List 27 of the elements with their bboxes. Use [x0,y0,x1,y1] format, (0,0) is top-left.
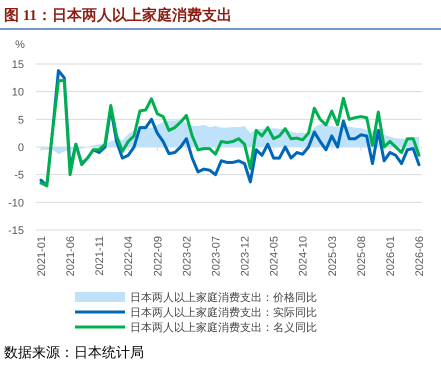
x-tick-label: 2021-06 [65,236,78,276]
x-tick-label: 2023-07 [210,236,222,276]
legend-label: 日本两人以上家庭消费支出：实际同比 [130,306,317,319]
x-tick-label: 2022-09 [152,236,164,276]
x-tick-label: 2024-10 [298,236,310,276]
y-tick-label: 5 [18,114,24,126]
x-tick-label: 2026-01 [384,236,397,276]
source-note: 数据来源：日本统计局 [4,345,144,361]
x-tick-label: 2025-03 [326,236,339,276]
x-tick-label: 2021-01 [36,236,48,276]
x-tick-label: 2023-12 [240,236,252,276]
x-tick-label: 2026-06 [414,236,426,276]
legend-label: 日本两人以上家庭消费支出：价格同比 [130,291,317,304]
legend-label: 日本两人以上家庭消费支出：名义同比 [130,321,317,334]
y-axis-title: % [15,39,26,51]
y-tick-label: -15 [8,225,24,237]
y-tick-label: -10 [8,197,24,210]
x-tick-label: 2024-05 [268,236,281,276]
y-tick-label: 15 [12,59,24,71]
x-tick-label: 2025-08 [356,236,368,276]
chart-title: 图 11：日本两人以上家庭消费支出 [4,6,232,24]
y-tick-label: -5 [14,170,24,182]
y-tick-label: 10 [12,86,24,99]
x-tick-label: 2021-11 [94,236,106,276]
x-tick-label: 2022-04 [123,236,136,276]
x-tick-label: 2023-02 [181,236,194,276]
y-tick-label: 0 [18,142,24,154]
